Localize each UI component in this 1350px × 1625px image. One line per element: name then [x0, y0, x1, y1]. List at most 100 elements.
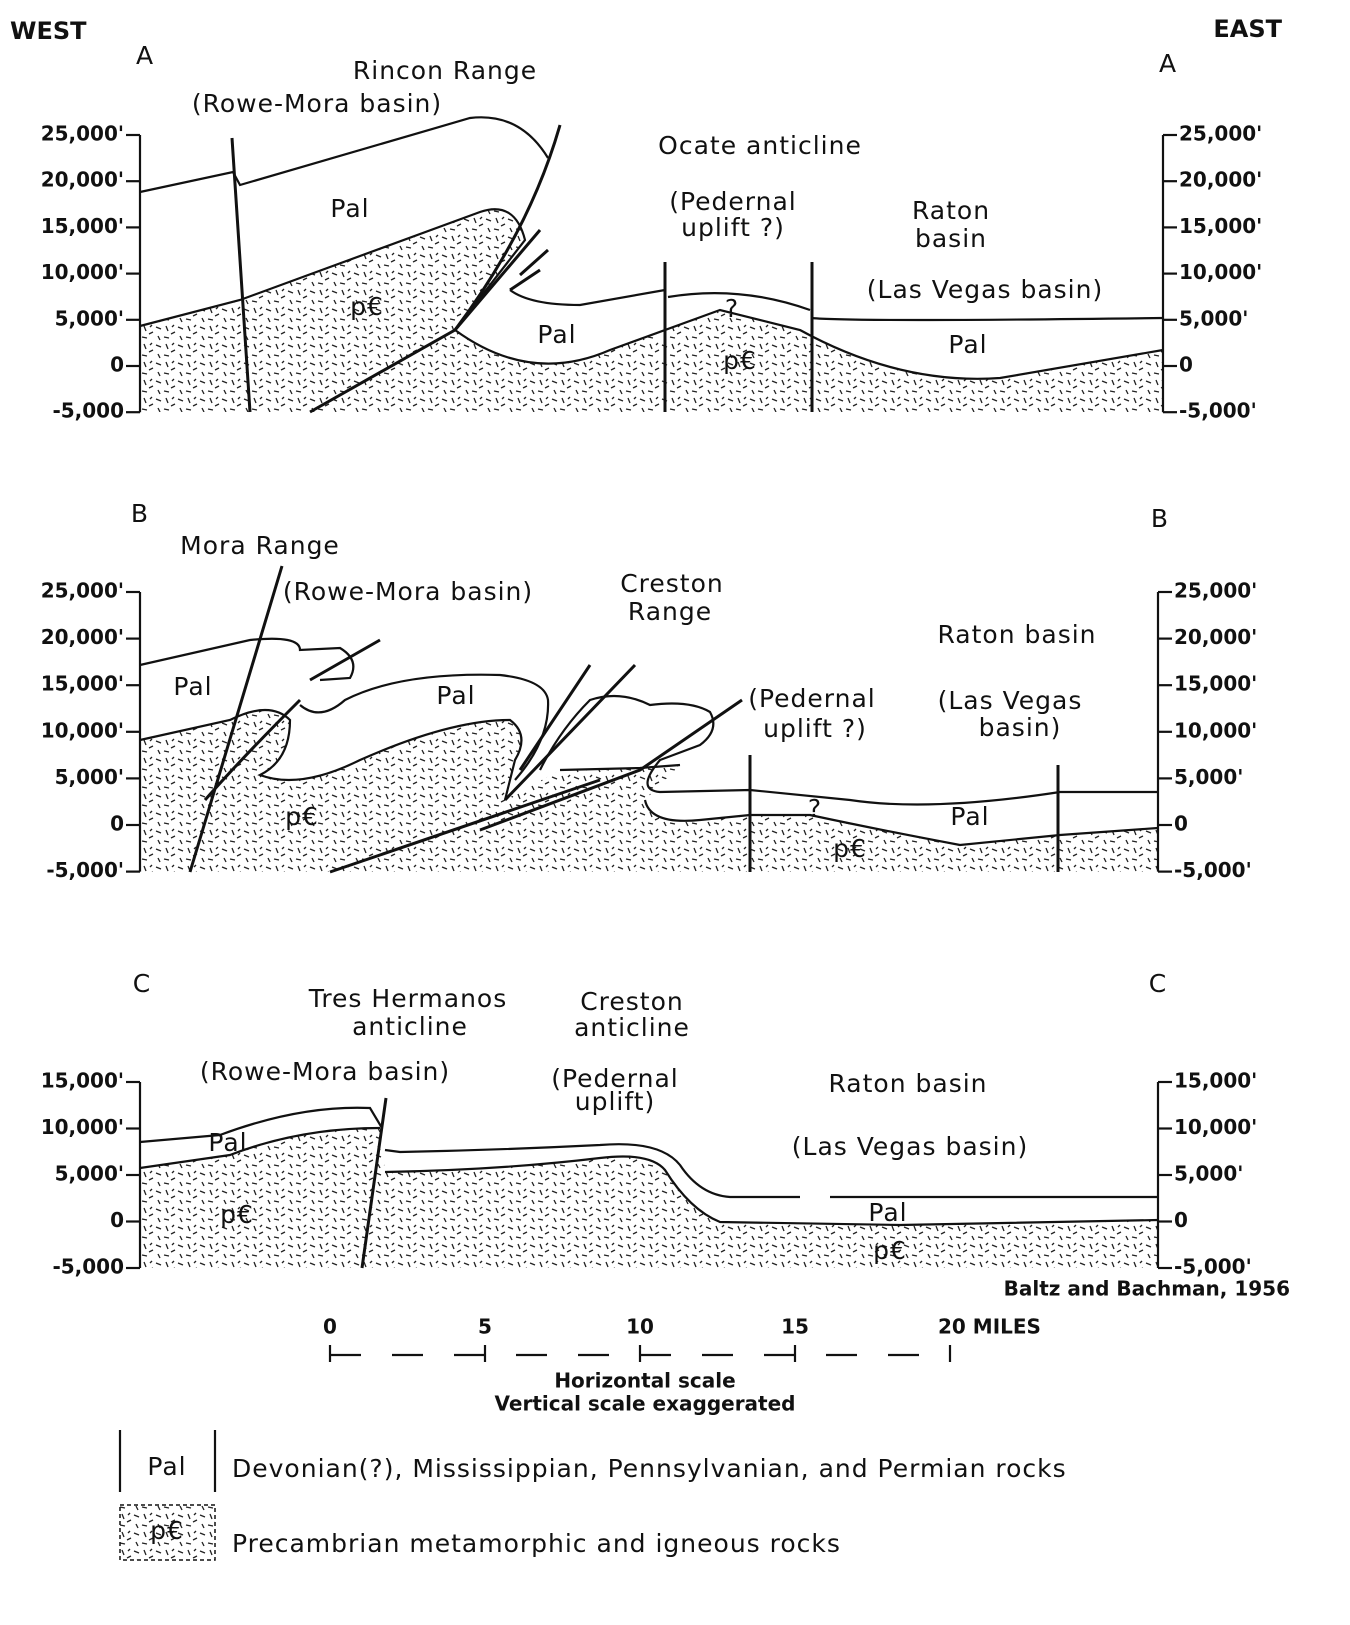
feature-label: Creston: [580, 987, 684, 1016]
feature-label: (Pedernal: [551, 1064, 679, 1093]
elevation-label: 0: [110, 1208, 124, 1232]
elevation-label: 10,000': [1179, 260, 1262, 284]
elevation-label: 25,000': [41, 122, 124, 146]
legend-box-pc: [119, 1504, 216, 1561]
elevation-label: 25,000': [1179, 122, 1262, 146]
feature-label: p€: [833, 834, 867, 863]
feature-label: p€: [220, 1200, 254, 1229]
scale-caption: Vertical scale exaggerated: [495, 1392, 796, 1416]
elevation-label: 25,000': [1174, 579, 1257, 603]
feature-label: Pal: [208, 1128, 247, 1157]
feature-label: ?: [808, 794, 822, 823]
feature-label: Pal: [330, 194, 369, 223]
elevation-label: 10,000': [41, 1115, 124, 1139]
feature-label: Tres Hermanos: [308, 984, 508, 1013]
west-label: WEST: [10, 17, 87, 45]
feature-label: Raton basin: [828, 1069, 987, 1098]
legend-text: Devonian(?), Mississippian, Pennsylvania…: [232, 1454, 1067, 1483]
legend-text: Precambrian metamorphic and igneous rock…: [232, 1529, 841, 1558]
feature-label: (Las Vegas: [938, 686, 1083, 715]
feature-label: Raton: [912, 196, 990, 225]
elevation-label: 20,000': [41, 625, 124, 649]
elevation-label: 15,000': [41, 672, 124, 696]
scale-label: 5: [478, 1315, 492, 1339]
section-letter: C: [133, 969, 151, 998]
elevation-label: -5,000': [1174, 1255, 1252, 1279]
feature-label: basin: [915, 224, 987, 253]
elevation-label: 10,000': [41, 718, 124, 742]
elevation-label: 15,000': [1179, 214, 1262, 238]
section-b-geology: [139, 565, 1159, 874]
feature-label: ?: [725, 294, 739, 323]
feature-label: uplift ?): [763, 714, 867, 743]
elevation-label: 10,000': [1174, 718, 1257, 742]
elevation-label: 5,000': [55, 765, 124, 789]
elevation-label: 15,000': [41, 214, 124, 238]
elevation-label: 20,000': [1179, 168, 1262, 192]
feature-label: p€: [285, 802, 319, 831]
feature-label: anticline: [574, 1013, 690, 1042]
elevation-label: 5,000': [55, 1162, 124, 1186]
legend-symbol: Pal: [147, 1452, 186, 1481]
east-label: EAST: [1213, 15, 1282, 43]
feature-label: basin): [979, 713, 1062, 742]
elevation-label: 15,000': [41, 1069, 124, 1093]
feature-label: p€: [723, 346, 757, 375]
elevation-label: 20,000': [1174, 625, 1257, 649]
feature-label: anticline: [352, 1012, 468, 1041]
elevation-label: -5,000: [52, 1255, 124, 1279]
scale-bar: [328, 1345, 952, 1362]
feature-label: Pal: [436, 681, 475, 710]
feature-label: (Rowe-Mora basin): [283, 577, 533, 606]
elevation-label: 0: [1174, 812, 1188, 836]
feature-label: Pal: [868, 1198, 907, 1227]
feature-label: (Las Vegas basin): [792, 1132, 1028, 1161]
legend-symbol: p€: [150, 1516, 184, 1545]
legend-box-pal: [118, 1430, 217, 1492]
section-letter: B: [1151, 504, 1169, 533]
elevation-label: 5,000': [55, 306, 124, 330]
elevation-label: 15,000': [1174, 672, 1257, 696]
elevation-label: 20,000': [41, 168, 124, 192]
section-a-geology: [139, 116, 1164, 414]
scale-label: 0: [323, 1315, 337, 1339]
credit: Baltz and Bachman, 1956: [1004, 1277, 1290, 1301]
scale-label: 10: [626, 1315, 654, 1339]
elevation-label: 0: [1174, 1208, 1188, 1232]
feature-label: p€: [350, 292, 384, 321]
elevation-label: 0: [110, 812, 124, 836]
elevation-label: 5,000': [1179, 306, 1248, 330]
elevation-label: -5,000': [46, 858, 124, 882]
elevation-label: 10,000': [1174, 1115, 1257, 1139]
section-letter: B: [131, 499, 149, 528]
elevation-label: 25,000': [41, 579, 124, 603]
feature-label: Pal: [173, 672, 212, 701]
elevation-label: 5,000': [1174, 1162, 1243, 1186]
feature-label: Raton basin: [937, 620, 1096, 649]
feature-label: (Las Vegas basin): [867, 275, 1103, 304]
feature-label: Ocate anticline: [658, 131, 862, 160]
scale-label: 20 MILES: [938, 1315, 1041, 1339]
elevation-label: -5,000': [1179, 399, 1257, 423]
scale-label: 15: [781, 1315, 809, 1339]
section-c-geology: [139, 1097, 1159, 1269]
feature-label: Pal: [948, 330, 987, 359]
elevation-label: 5,000': [1174, 765, 1243, 789]
feature-label: (Pedernal: [748, 684, 876, 713]
feature-label: (Pedernal: [669, 187, 797, 216]
section-letter: A: [1159, 49, 1177, 78]
section-letter: A: [136, 41, 154, 70]
feature-label: p€: [873, 1236, 907, 1265]
feature-label: Rincon Range: [353, 56, 537, 85]
elevation-label: 0: [110, 353, 124, 377]
feature-label: uplift): [575, 1087, 656, 1116]
scale-caption: Horizontal scale: [554, 1369, 735, 1393]
feature-label: Creston: [620, 569, 724, 598]
feature-label: uplift ?): [681, 213, 785, 242]
feature-label: Pal: [537, 320, 576, 349]
feature-label: Mora Range: [180, 531, 340, 560]
elevation-label: 10,000': [41, 260, 124, 284]
section-letter: C: [1149, 969, 1167, 998]
elevation-label: 0: [1179, 353, 1193, 377]
